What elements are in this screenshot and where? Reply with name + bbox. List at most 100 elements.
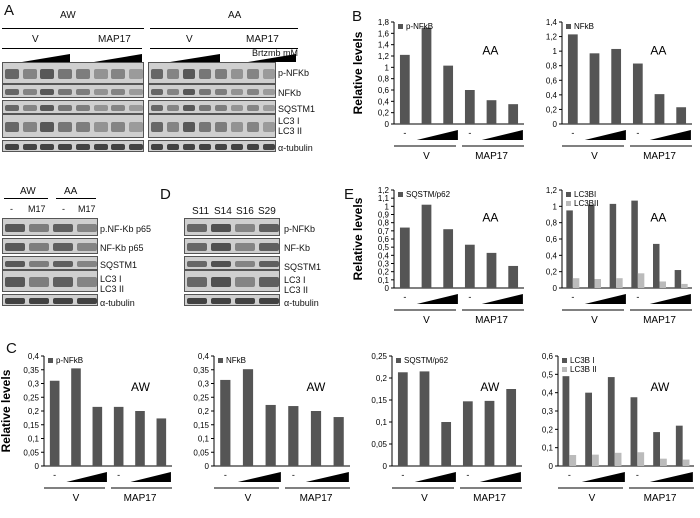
y-tick-label: 1,4 [378,41,390,50]
blot-band [198,104,212,112]
y-tick-label: 0,2 [546,268,558,277]
blot-band [235,298,255,304]
legend-label: SQSTM/p62 [406,190,451,199]
bar [594,279,601,288]
y-tick-label: 0,1 [198,435,210,444]
y-tick-label: 0,1 [542,444,554,453]
blot-strip [2,140,144,152]
y-tick-label: 0,25 [193,393,209,402]
bar [265,404,276,466]
blot-band [75,104,90,112]
blot-strip [184,256,280,270]
blot-band [262,144,275,150]
blot-band [40,88,55,96]
small-col: M17 [78,204,96,214]
bar [462,401,473,466]
AW-group-line [2,28,144,29]
y-tick-label: 0,3 [378,260,390,269]
bar [399,227,410,288]
blot-band [198,88,212,96]
blot-band [29,243,49,251]
blot-band [150,121,164,133]
blot-strip [148,84,276,98]
blot-band [187,298,207,304]
group-label: AA [650,210,666,224]
y-tick-label: 0,3 [542,407,554,416]
y-tick-label: 0,15 [371,396,387,405]
legend-label: LC3B II [570,365,597,374]
blot-band [246,144,260,150]
bar [333,417,344,466]
small-col: - [10,204,13,214]
blot-band [111,121,126,133]
bar [637,273,645,288]
blot-band [182,121,196,133]
bar [71,368,81,466]
small-protein-label: p.NF-Kb p65 [100,224,152,234]
group-label: AW [131,380,151,394]
blot-band [93,144,108,150]
bar [607,377,615,466]
y-tick-label: 0,05 [371,440,387,449]
blot-band [187,260,207,268]
blot-strip [148,62,276,84]
blot-band [211,277,231,287]
blot-band [150,104,164,112]
dose-wedge [416,294,458,304]
bar [632,63,643,124]
blot-band [53,223,73,233]
blot-band [29,223,49,233]
blot-band [246,121,260,133]
blot-strip [2,100,144,114]
D-protein-label: SQSTM1 [284,262,322,272]
bar [681,283,688,288]
bar [616,278,623,288]
bar [156,418,167,466]
y-tick-label: 0,2 [542,425,554,434]
legend-swatch [562,367,567,372]
blot-band [235,277,255,287]
bar [674,270,682,288]
protein-label: LC3 II [278,126,303,136]
dose-wedge [481,130,523,140]
dose-wedge [237,472,281,482]
lane-MAP17-AA: MAP17 [246,34,279,45]
y-tick-label: 0,2 [378,109,390,118]
blot-strip [148,114,276,138]
y-tick-label: 0,8 [546,219,558,228]
panel-A-letter: A [4,2,15,19]
y-tick-label: 0,8 [378,219,390,228]
blot-band [4,144,19,150]
map17-dash: - [636,128,639,138]
bar [609,203,617,288]
legend-label: p-NFkB [56,356,83,365]
blot-band [259,260,279,268]
y-tick-label: 1 [553,202,558,211]
bar [592,454,599,466]
y-tick-label: 0,35 [193,366,209,375]
y-tick-label: 1,2 [378,52,390,61]
blot-band [230,121,244,133]
bar [421,204,432,288]
y-tick-label: 0 [385,284,390,293]
blot-band [182,144,196,150]
bar [242,369,254,466]
blot-strip [184,270,280,292]
bar [486,100,497,124]
blot-band [77,260,97,268]
group-label: AW [480,380,500,394]
blot-band [22,88,37,96]
lane-V-AA: V [186,34,193,45]
blot-band [75,121,90,133]
y-tick-label: 0,4 [542,389,554,398]
small-AA-line [56,198,96,199]
bar [397,372,408,466]
small-col: - [62,204,65,214]
blot-band [75,88,90,96]
bar [464,90,475,124]
group-label: AW [650,380,670,394]
blot-band [29,298,49,304]
y-axis-label: Relative levels [352,31,365,114]
y-tick-label: 0,2 [376,374,388,383]
legend-swatch [566,201,571,206]
